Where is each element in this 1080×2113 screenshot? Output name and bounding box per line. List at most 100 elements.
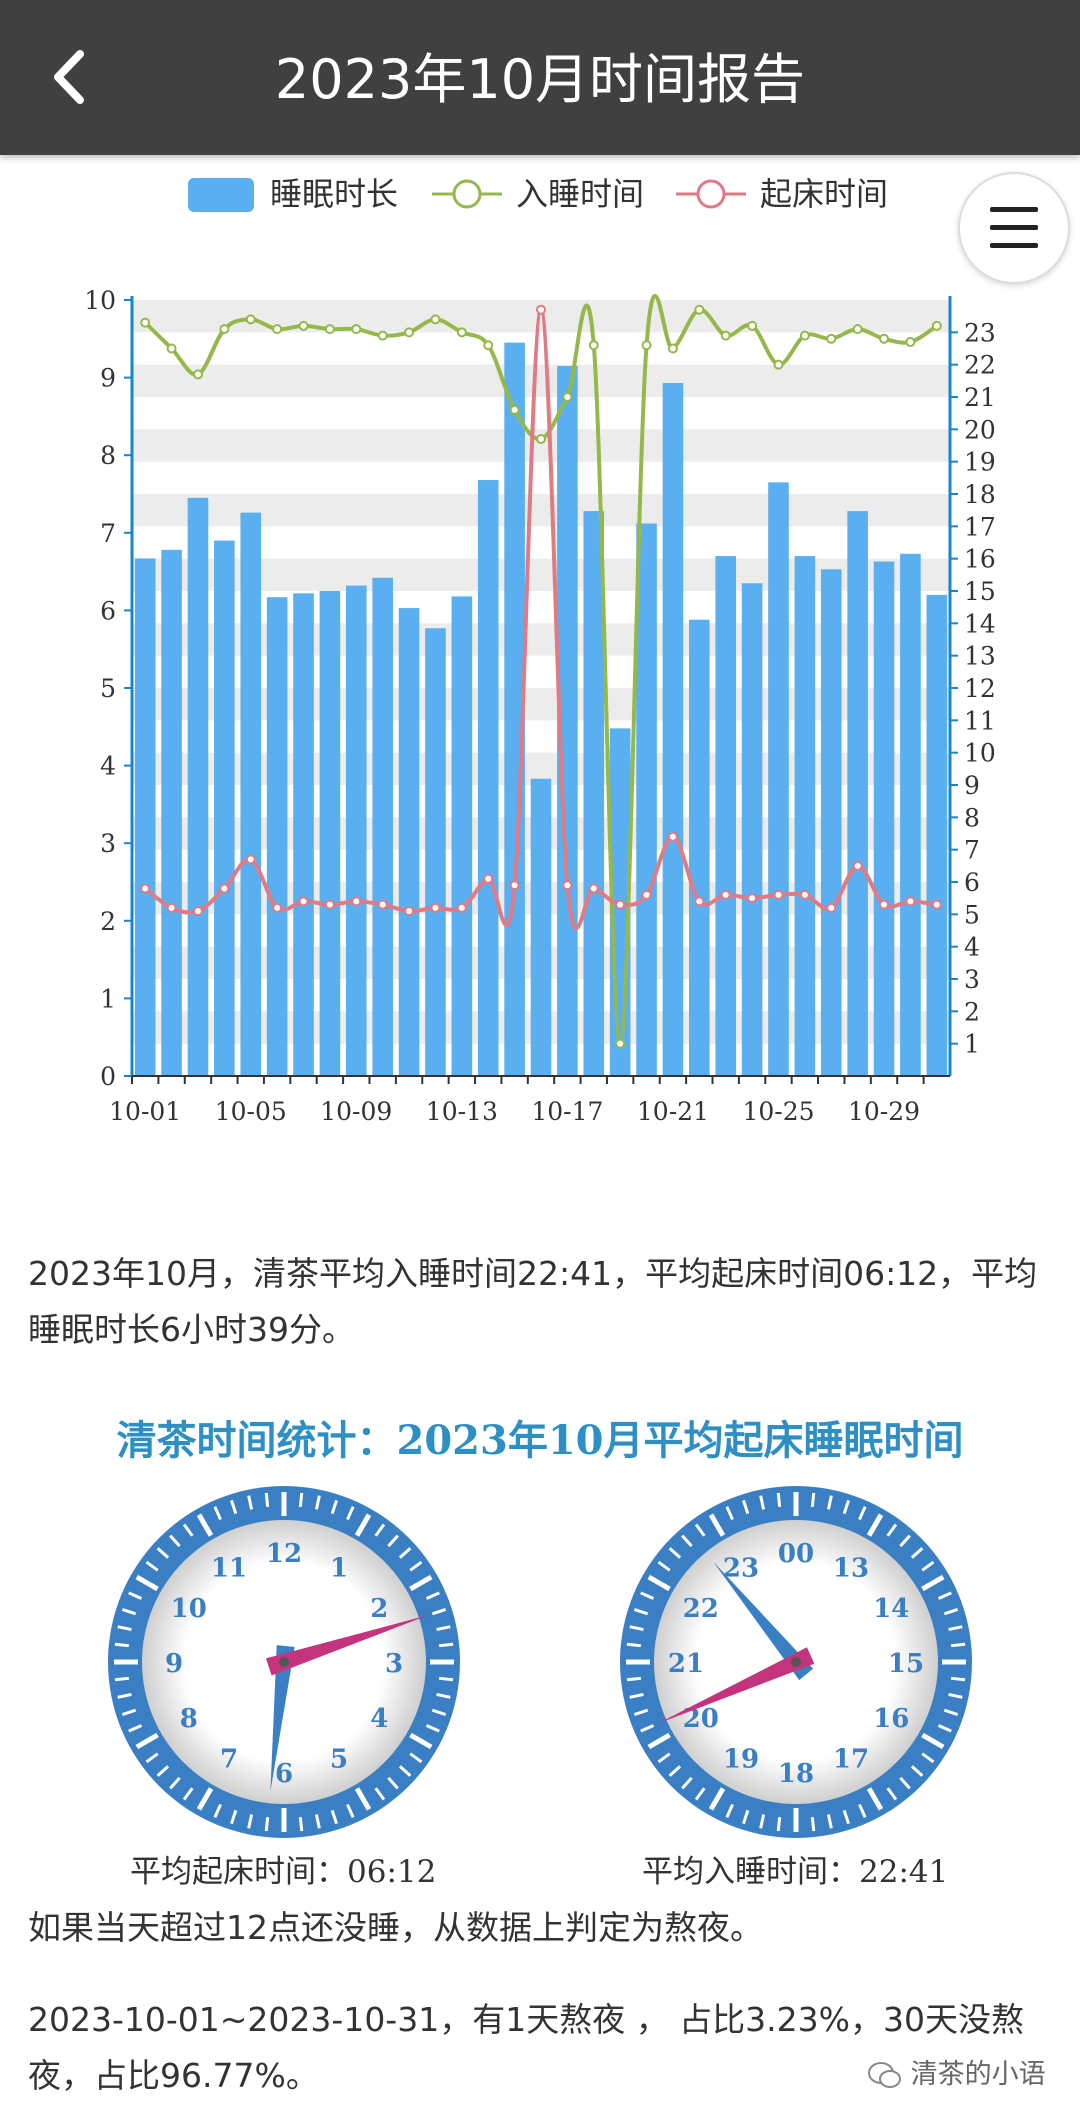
clock-tick: [409, 1574, 433, 1592]
clock-tick: [182, 1523, 194, 1537]
clock-tick: [921, 1574, 945, 1592]
line-point: [140, 883, 151, 894]
clock-tick: [213, 1803, 222, 1818]
left-tick-label: 7: [100, 519, 116, 548]
clock-tick: [169, 1776, 181, 1790]
line-point: [298, 896, 309, 907]
line-point: [562, 880, 573, 891]
minute-hand: [266, 1615, 429, 1676]
clock-number: 14: [873, 1594, 909, 1624]
line-point: [324, 324, 335, 335]
clock-tick: [398, 1547, 412, 1559]
bar: [926, 594, 948, 1076]
clock-tick: [943, 1708, 959, 1716]
clock-tick: [135, 1732, 159, 1750]
bar: [689, 619, 710, 1076]
clock-tick: [354, 1513, 372, 1537]
clock-number: 4: [370, 1704, 388, 1734]
line-point: [430, 314, 441, 325]
clock-tick: [708, 1513, 726, 1537]
clock-tick: [886, 1523, 898, 1537]
line-point: [773, 359, 784, 370]
clock-tick: [196, 1787, 214, 1811]
wake-clock-label: 平均起床时间：06:12: [130, 1854, 437, 1890]
minute-hand: [657, 1647, 815, 1724]
x-tick-label: 10-21: [637, 1097, 709, 1126]
clock-tick: [436, 1625, 451, 1632]
bar: [425, 628, 446, 1076]
clock-tick: [398, 1765, 412, 1777]
clock-tick: [354, 1787, 372, 1811]
clock-tick: [230, 1499, 238, 1515]
bar: [662, 383, 684, 1076]
clock-number: 7: [220, 1744, 238, 1774]
clock-tick: [346, 1803, 355, 1818]
clock-tick: [668, 1547, 682, 1559]
clock-tick: [431, 1608, 447, 1616]
clock-tick: [899, 1776, 911, 1790]
clock-tick: [156, 1547, 170, 1559]
line-point: [826, 333, 837, 344]
line-point: [879, 899, 890, 910]
clock-tick: [374, 1787, 386, 1801]
line-point: [799, 889, 810, 900]
bar: [557, 365, 578, 1076]
line-point: [905, 337, 916, 348]
clock-tick: [264, 1816, 270, 1832]
clock-tick: [950, 1642, 966, 1648]
menu-button[interactable]: [958, 172, 1070, 284]
clock-number: 8: [180, 1704, 198, 1734]
line-point: [667, 343, 678, 354]
clock-tick: [681, 1776, 693, 1790]
bar: [134, 558, 156, 1076]
x-tick-label: 10-09: [320, 1097, 392, 1126]
clock-tick: [431, 1708, 447, 1716]
left-tick-label: 3: [100, 829, 116, 858]
clock-tick: [387, 1776, 399, 1790]
clock-tick: [135, 1574, 159, 1592]
line-point: [536, 304, 546, 315]
line-point: [615, 899, 626, 910]
clock-tick: [708, 1787, 726, 1811]
summary-text: 2023年10月，清茶平均入睡时间22:41，平均起床时间06:12，平均睡眠时…: [28, 1254, 1038, 1349]
clock-number: 16: [873, 1704, 909, 1734]
clock-tick: [374, 1523, 386, 1537]
line-point: [192, 906, 203, 917]
line-point: [298, 320, 309, 331]
line-point: [641, 340, 652, 351]
clock-tick: [121, 1708, 137, 1716]
bar: [240, 512, 262, 1076]
back-button[interactable]: [38, 42, 108, 112]
clock-tick: [117, 1692, 132, 1699]
stats-title: 清茶时间统计：2023年10月平均起床睡眠时间: [116, 1417, 964, 1464]
line-point: [219, 883, 230, 894]
clock-tick: [640, 1724, 655, 1733]
clock-number: 10: [171, 1594, 207, 1624]
line-point: [536, 434, 546, 445]
clock-number: 13: [833, 1554, 869, 1584]
clock-tick: [298, 1492, 304, 1508]
clock-tick: [776, 1492, 782, 1508]
right-tick-label: 1: [964, 1030, 980, 1059]
clock-tick: [776, 1816, 782, 1832]
line-point: [852, 324, 863, 335]
clock-number: 9: [165, 1649, 183, 1679]
line-point: [192, 369, 203, 380]
line-point: [667, 831, 678, 842]
bar: [900, 553, 921, 1076]
bar: [451, 596, 473, 1076]
clock-tick: [858, 1803, 867, 1818]
clock-tick: [842, 1809, 850, 1825]
clock-number: 5: [330, 1744, 348, 1774]
bar: [820, 569, 842, 1076]
clock-tick: [156, 1765, 170, 1777]
hour-hand: [270, 1645, 295, 1792]
right-tick-label: 15: [964, 577, 996, 606]
x-tick-label: 10-29: [848, 1097, 920, 1126]
right-tick-label: 13: [964, 642, 996, 671]
right-tick-label: 8: [964, 803, 980, 832]
legend-label: 睡眠时长: [270, 175, 398, 213]
right-tick-label: 6: [964, 868, 980, 897]
line-point: [905, 896, 916, 907]
clock-tick: [436, 1692, 451, 1699]
